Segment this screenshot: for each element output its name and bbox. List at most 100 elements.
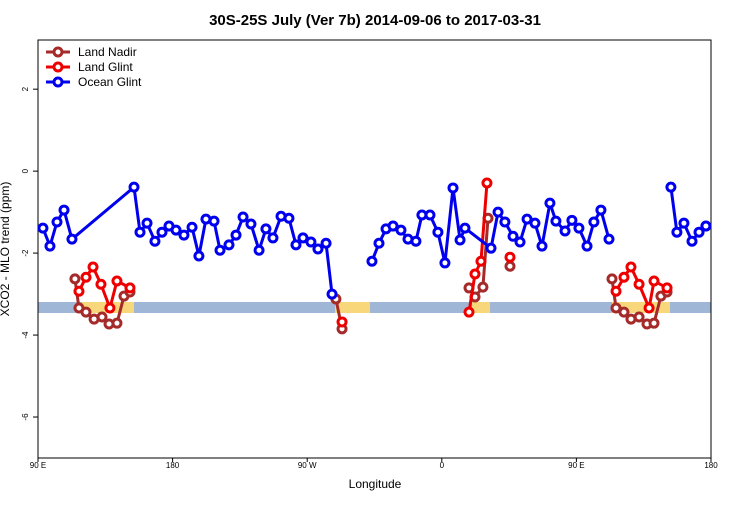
y-tick-label: 0 (21, 168, 30, 173)
data-point (223, 239, 235, 251)
data-point (373, 237, 385, 249)
data-point (633, 311, 645, 323)
data-point (693, 226, 705, 238)
data-point (214, 244, 226, 256)
data-point (297, 232, 309, 244)
data-point (432, 226, 444, 238)
data-point (44, 240, 56, 252)
data-point (595, 204, 607, 216)
legend-marker (52, 61, 64, 73)
data-point (606, 273, 618, 285)
data-point (475, 255, 487, 267)
data-point (69, 273, 81, 285)
data-point (492, 206, 504, 218)
data-point (96, 311, 108, 323)
data-point (178, 229, 190, 241)
data-point (618, 306, 630, 318)
data-point (230, 229, 242, 241)
data-point (128, 181, 140, 193)
data-point (237, 211, 249, 223)
data-point (454, 234, 466, 246)
data-point (507, 230, 519, 242)
data-point (290, 239, 302, 251)
legend-label: Ocean Glint (78, 75, 142, 89)
data-point (87, 261, 99, 273)
data-point (610, 285, 622, 297)
data-point (643, 302, 655, 314)
y-tick-label: 2 (21, 86, 30, 91)
data-point (481, 177, 493, 189)
data-point (320, 237, 332, 249)
data-point (424, 209, 436, 221)
data-point (410, 235, 422, 247)
data-point (514, 236, 526, 248)
data-point (559, 225, 571, 237)
data-point (305, 236, 317, 248)
data-point (245, 218, 257, 230)
data-point (439, 257, 451, 269)
x-tick-label: 0 (440, 461, 445, 470)
data-point (499, 216, 511, 228)
data-point (665, 181, 677, 193)
data-point (37, 222, 49, 234)
data-point (504, 260, 516, 272)
legend-marker (52, 46, 64, 58)
data-point (260, 223, 272, 235)
data-point (485, 242, 497, 254)
data-point (618, 271, 630, 283)
data-point (603, 233, 615, 245)
legend-label: Land Glint (78, 60, 133, 74)
data-point (267, 232, 279, 244)
data-point (170, 224, 182, 236)
x-axis-label: Longitude (349, 477, 402, 491)
data-point (529, 217, 541, 229)
land-band (612, 302, 670, 313)
x-tick-label: 90 W (298, 461, 317, 470)
data-point (477, 281, 489, 293)
y-tick-label: -2 (21, 249, 30, 257)
data-point (671, 226, 683, 238)
chart-title: 30S-25S July (Ver 7b) 2014-09-06 to 2017… (209, 12, 541, 29)
data-point (387, 220, 399, 232)
data-point (283, 212, 295, 224)
data-point (447, 182, 459, 194)
data-point (253, 244, 265, 256)
x-tick-label: 90 E (568, 461, 584, 470)
ocean-band (38, 302, 711, 313)
data-point (588, 216, 600, 228)
data-point (581, 240, 593, 252)
data-point (156, 226, 168, 238)
data-point (366, 255, 378, 267)
legend-marker (52, 76, 64, 88)
data-point (312, 243, 324, 255)
plot-frame (37, 39, 712, 459)
data-point (336, 316, 348, 328)
data-point (504, 251, 516, 263)
data-point (661, 282, 673, 294)
data-point (648, 275, 660, 287)
data-point (463, 306, 475, 318)
land-band (472, 302, 490, 313)
data-point (149, 235, 161, 247)
data-point (469, 268, 481, 280)
land-band (335, 302, 370, 313)
data-point (459, 222, 471, 234)
data-point (134, 226, 146, 238)
data-point (395, 224, 407, 236)
x-tick-label: 90 E (30, 461, 46, 470)
data-point (573, 222, 585, 234)
data-point (58, 204, 70, 216)
data-point (625, 261, 637, 273)
y-axis-label: XCO2 - MLO trend (ppm) (0, 182, 12, 317)
data-point (111, 275, 123, 287)
data-point (566, 214, 578, 226)
data-point (186, 221, 198, 233)
data-point (686, 235, 698, 247)
series-line (77, 182, 668, 313)
legend-label: Land Nadir (78, 45, 137, 59)
data-point (80, 306, 92, 318)
x-tick-label: 180 (166, 461, 180, 470)
data-point (633, 278, 645, 290)
